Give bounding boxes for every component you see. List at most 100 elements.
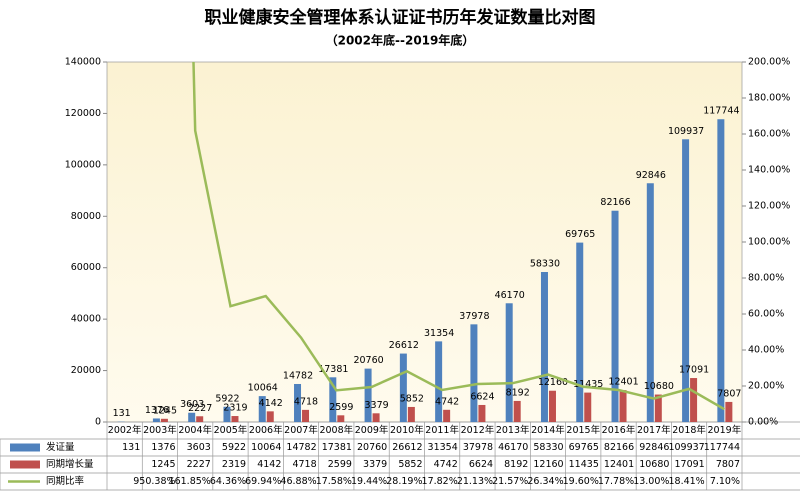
table-cell: 12401 <box>604 459 634 470</box>
table-cell: 31354 <box>428 442 458 453</box>
y2-tick-label: 180.00% <box>748 93 790 104</box>
y-tick-label: 40000 <box>71 314 101 325</box>
table-cell: 26612 <box>392 442 422 453</box>
table-cell: 92846 <box>639 442 669 453</box>
data-label: 4142 <box>259 398 283 409</box>
legend-label: 同期增长量 <box>46 458 94 470</box>
table-cell: 950.38% <box>133 476 175 487</box>
bar <box>505 303 513 422</box>
y-tick-label: 60000 <box>71 262 101 273</box>
y2-tick-label: 80.00% <box>748 273 784 284</box>
table-cell: 69765 <box>569 442 599 453</box>
y2-tick-label: 160.00% <box>748 129 790 140</box>
data-label: 3379 <box>364 400 388 411</box>
table-cell: 4718 <box>292 459 316 470</box>
data-label: 4742 <box>435 396 459 407</box>
y2-tick-label: 200.00% <box>748 57 790 68</box>
table-cell: 2227 <box>187 459 211 470</box>
legend-swatch <box>10 460 40 469</box>
x-tick-label: 2013年 <box>496 424 530 436</box>
data-label: 5852 <box>400 393 424 404</box>
table-cell: 18.41% <box>668 476 704 487</box>
table-cell: 58330 <box>533 442 563 453</box>
data-label: 17091 <box>679 365 709 376</box>
bar <box>478 404 486 422</box>
table-cell: 17.78% <box>598 476 634 487</box>
x-tick-label: 2017年 <box>637 424 671 436</box>
bar <box>223 406 231 422</box>
bar <box>540 272 548 422</box>
data-label: 58330 <box>530 259 560 270</box>
table-cell: 14782 <box>286 442 316 453</box>
table-cell: 19.44% <box>351 476 387 487</box>
bar <box>513 400 521 422</box>
bar <box>646 183 654 422</box>
bar <box>654 394 662 422</box>
bar <box>576 242 584 422</box>
x-tick-label: 2007年 <box>284 424 318 436</box>
bar <box>160 418 168 422</box>
bar <box>619 390 627 422</box>
table-cell: 17381 <box>322 442 352 453</box>
x-tick-label: 2015年 <box>566 424 600 436</box>
y-tick-label: 20000 <box>71 365 101 376</box>
data-label: 2599 <box>329 402 353 413</box>
y-tick-label: 100000 <box>65 159 101 170</box>
table-cell: 3603 <box>187 442 211 453</box>
bar <box>337 415 345 422</box>
y-tick-label: 80000 <box>71 211 101 222</box>
y2-tick-label: 140.00% <box>748 165 790 176</box>
y-tick-label: 140000 <box>65 57 101 68</box>
legend-label: 发证量 <box>46 441 75 453</box>
bar <box>725 401 733 422</box>
table-cell: 7807 <box>716 459 740 470</box>
table-cell: 5852 <box>398 459 422 470</box>
table-cell: 13.00% <box>633 476 669 487</box>
legend-label: 同期比率 <box>46 475 85 487</box>
data-label: 10680 <box>644 381 674 392</box>
data-label: 131 <box>113 408 131 419</box>
table-cell: 28.19% <box>386 476 422 487</box>
data-label: 10064 <box>248 383 278 394</box>
bar <box>690 378 698 422</box>
table-cell: 11435 <box>569 459 599 470</box>
x-tick-label: 2004年 <box>178 424 212 436</box>
bar <box>266 411 274 422</box>
data-label: 5922 <box>215 393 239 404</box>
bar <box>258 396 266 422</box>
table-cell: 6624 <box>469 459 493 470</box>
table-cell: 1245 <box>151 459 175 470</box>
y2-tick-label: 120.00% <box>748 201 790 212</box>
data-label: 17381 <box>318 364 348 375</box>
table-cell: 46.88% <box>280 476 316 487</box>
table-cell: 17091 <box>674 459 704 470</box>
bar <box>548 390 556 422</box>
data-label: 37978 <box>459 311 489 322</box>
table-cell: 2599 <box>328 459 352 470</box>
table-cell: 4742 <box>434 459 458 470</box>
table-cell: 1376 <box>151 442 175 453</box>
y2-tick-label: 100.00% <box>748 237 790 248</box>
data-label: 117744 <box>703 106 739 117</box>
bar <box>188 412 196 422</box>
table-cell: 21.57% <box>492 476 528 487</box>
data-label: 2319 <box>223 403 247 414</box>
data-label: 1245 <box>153 405 177 416</box>
bar <box>231 416 239 422</box>
bar <box>399 353 407 422</box>
table-cell: 109937 <box>668 442 704 453</box>
table-cell: 2319 <box>222 459 246 470</box>
chart-title: 职业健康安全管理体系认证证书历年发证数量比对图 <box>205 7 596 28</box>
table-cell: 46170 <box>498 442 528 453</box>
x-tick-label: 2012年 <box>461 424 495 436</box>
x-tick-label: 2018年 <box>672 424 706 436</box>
data-table: 2002年 2003年 2004年 2005年 2006年 2007年 2008年 2009年… <box>0 421 800 491</box>
x-tick-label: 2008年 <box>319 424 353 436</box>
y2-tick-label: 60.00% <box>748 309 784 320</box>
y2-tick-label: 40.00% <box>748 345 784 356</box>
bar <box>294 383 302 422</box>
line <box>192 62 725 411</box>
table-cell: 7.10% <box>710 476 740 487</box>
table-cell: 37978 <box>463 442 493 453</box>
y-tick-label: 120000 <box>65 108 101 119</box>
